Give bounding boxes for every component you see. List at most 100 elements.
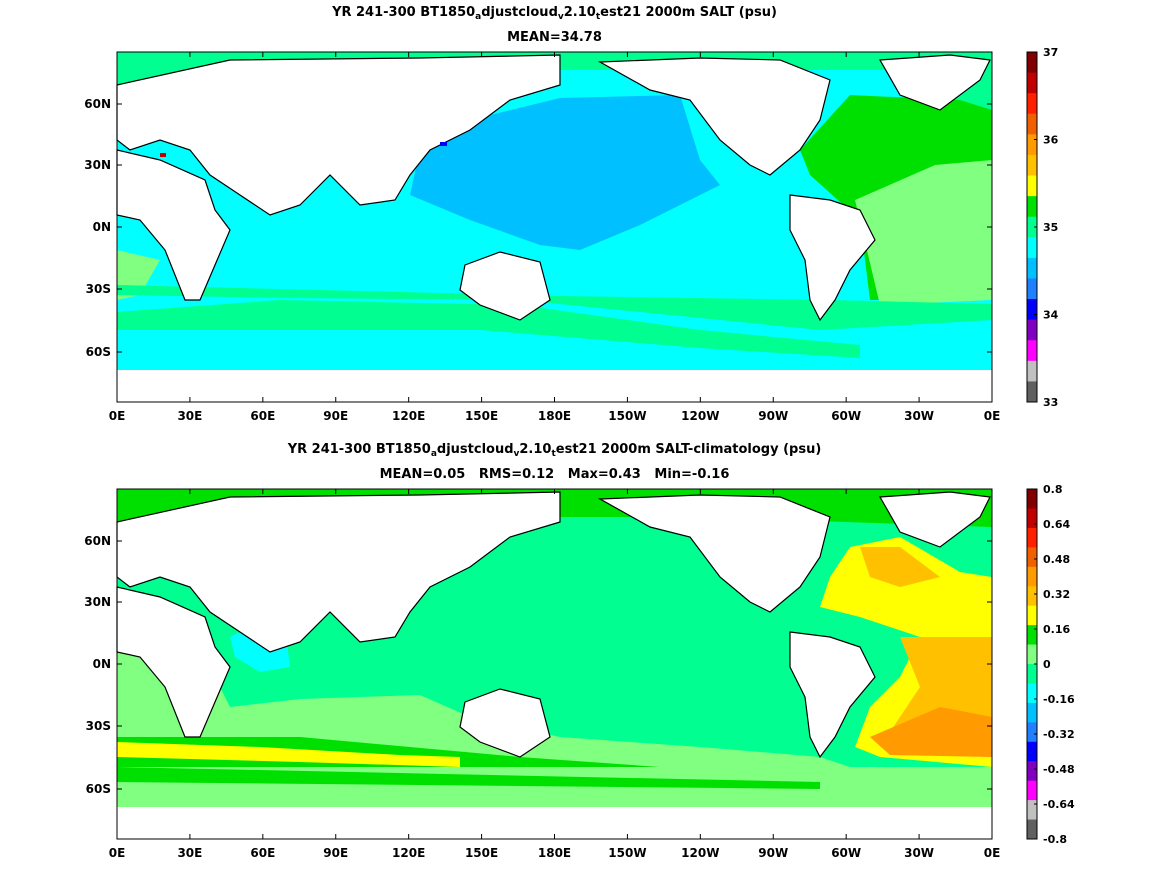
colorbar-swatch bbox=[1027, 800, 1037, 821]
x-tick-label: 120E bbox=[392, 409, 425, 423]
y-axis: 60N 30N 0N 30S 60S bbox=[84, 534, 992, 796]
y-tick-label: 0N bbox=[93, 657, 111, 671]
colorbar-label: -0.16 bbox=[1043, 693, 1075, 706]
x-tick-label: 120W bbox=[681, 409, 719, 423]
colorbar-swatch bbox=[1027, 72, 1037, 94]
y-tick-label: 30N bbox=[84, 595, 111, 609]
x-tick-label: 60E bbox=[250, 409, 275, 423]
colorbar-swatch bbox=[1027, 741, 1037, 762]
australia bbox=[459, 688, 551, 758]
x-tick-label: 90W bbox=[758, 409, 788, 423]
africa bbox=[116, 149, 231, 301]
x-tick-label: 30E bbox=[177, 846, 202, 860]
colorbar-swatch bbox=[1027, 93, 1037, 115]
x-tick-label: 90W bbox=[758, 846, 788, 860]
colorbar-label: 0.48 bbox=[1043, 553, 1070, 566]
colorbar-swatch bbox=[1027, 381, 1037, 403]
colorbar-label: 0.16 bbox=[1043, 623, 1070, 636]
x-tick-label: 30W bbox=[904, 409, 934, 423]
colorbar-label: 33 bbox=[1043, 396, 1058, 409]
colorbar-swatch bbox=[1027, 340, 1037, 362]
colorbar-swatch bbox=[1027, 154, 1037, 177]
colorbar-swatch bbox=[1027, 489, 1037, 509]
land-masses bbox=[116, 54, 991, 322]
x-tick-label: 90E bbox=[323, 409, 348, 423]
colorbar-swatch bbox=[1027, 134, 1037, 156]
north-america bbox=[597, 57, 831, 176]
colorbar-label: -0.8 bbox=[1043, 833, 1067, 846]
y-tick-label: 30S bbox=[86, 719, 111, 733]
colorbar-swatch bbox=[1027, 113, 1037, 135]
x-tick-label: 60W bbox=[831, 846, 861, 860]
acc-yellow bbox=[117, 742, 460, 767]
anomaly-panel: YR 241-300 BT1850adjustcloudv2.10test21 … bbox=[0, 437, 1167, 875]
anomaly-map: 0E 30E 60E 90E 120E 150E 180E 150W 120W 90W 60W 30W… bbox=[84, 483, 1075, 860]
land-masses bbox=[116, 491, 991, 759]
colorbar-swatch bbox=[1027, 819, 1037, 840]
sea-of-japan-low bbox=[440, 142, 447, 146]
x-axis: 0E 30E 60E 90E 120E 150E 180E 150W 120W 90W 60W 30W… bbox=[109, 489, 1000, 860]
colorbar-label: 36 bbox=[1043, 134, 1059, 147]
x-tick-label: 60W bbox=[831, 409, 861, 423]
colorbar: 0.8 0.64 0.48 0.32 0.16 0 -0.16 -0.32 -0.48 -0.64… bbox=[1026, 483, 1075, 846]
x-tick-label: 180E bbox=[538, 846, 571, 860]
colorbar-swatch bbox=[1027, 237, 1037, 259]
south-america bbox=[789, 631, 876, 759]
x-tick-label: 150W bbox=[608, 409, 646, 423]
x-tick-label: 30W bbox=[904, 846, 934, 860]
colorbar-swatch bbox=[1027, 722, 1037, 743]
colorbar-swatch bbox=[1027, 547, 1037, 568]
colorbar-swatch bbox=[1027, 644, 1037, 665]
colorbar-swatch bbox=[1027, 52, 1037, 74]
greenland bbox=[879, 54, 991, 111]
panel-title: YR 241-300 BT1850adjustcloudv2.10test21 … bbox=[287, 442, 822, 459]
x-tick-label: 150W bbox=[608, 846, 646, 860]
x-tick-label: 30E bbox=[177, 409, 202, 423]
salinity-map: 0E 30E 60E 90E 120E 150E 180E 150W 120W 90W 60W 30W… bbox=[84, 46, 1059, 423]
south-atlantic-region bbox=[855, 160, 992, 305]
x-tick-label: 0E bbox=[109, 846, 126, 860]
colorbar-label: 0.32 bbox=[1043, 588, 1070, 601]
colorbar-label: -0.48 bbox=[1043, 763, 1075, 776]
y-axis: 60N 30N 0N 30S 60S bbox=[84, 97, 992, 359]
colorbar-swatch bbox=[1027, 586, 1037, 607]
x-tick-label: 150E bbox=[465, 846, 498, 860]
colorbar-swatch bbox=[1027, 664, 1037, 684]
colorbar-swatch bbox=[1027, 175, 1037, 197]
x-tick-label: 0E bbox=[109, 409, 126, 423]
y-tick-label: 30N bbox=[84, 158, 111, 172]
x-axis: 0E 30E 60E 90E 120E 150E 180E 150W 120W 90W 60W 30W… bbox=[109, 52, 1000, 423]
x-tick-label: 180E bbox=[538, 409, 571, 423]
antarctica bbox=[117, 807, 992, 839]
colorbar-swatch bbox=[1027, 566, 1037, 587]
acc-band bbox=[117, 300, 860, 358]
x-tick-label: 120E bbox=[392, 846, 425, 860]
colorbar-label: -0.32 bbox=[1043, 728, 1075, 741]
colorbar-label: -0.64 bbox=[1043, 798, 1075, 811]
colorbar-swatch bbox=[1027, 216, 1037, 238]
colorbar-label: 37 bbox=[1043, 46, 1058, 59]
colorbar-swatch bbox=[1027, 780, 1037, 801]
colorbar-label: 35 bbox=[1043, 221, 1058, 234]
south-indian bbox=[117, 647, 860, 777]
colorbar: 37 36 35 34 33 bbox=[1026, 46, 1059, 409]
colorbar-label: 0.8 bbox=[1043, 483, 1063, 496]
antarctica bbox=[117, 370, 992, 402]
colorbar-swatch bbox=[1027, 702, 1037, 723]
north-america bbox=[597, 494, 831, 613]
panel-stats: MEAN=0.05 RMS=0.12 Max=0.43 Min=-0.16 bbox=[379, 467, 730, 482]
x-tick-label: 150E bbox=[465, 409, 498, 423]
eurasia bbox=[116, 491, 561, 653]
x-tick-label: 60E bbox=[250, 846, 275, 860]
panel-stats: MEAN=34.78 bbox=[507, 30, 602, 45]
colorbar-swatch bbox=[1027, 360, 1037, 382]
y-tick-label: 60N bbox=[84, 534, 111, 548]
greenland bbox=[879, 491, 991, 548]
colorbar-swatch bbox=[1027, 319, 1037, 341]
australia bbox=[459, 251, 551, 321]
colorbar-swatch bbox=[1027, 278, 1037, 300]
colorbar-label: 0.64 bbox=[1043, 518, 1070, 531]
colorbar-label: 0 bbox=[1043, 658, 1051, 671]
colorbar-swatch bbox=[1027, 527, 1037, 548]
y-tick-label: 60S bbox=[86, 782, 111, 796]
